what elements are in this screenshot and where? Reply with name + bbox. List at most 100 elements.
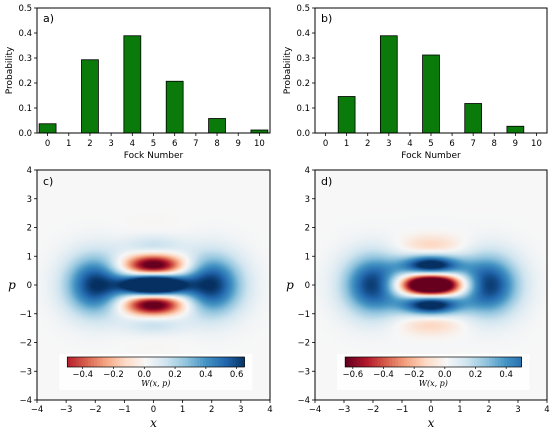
x-tick-label: 3 bbox=[238, 405, 243, 415]
colorbar-segment bbox=[386, 357, 390, 367]
colorbar-segment bbox=[518, 357, 522, 367]
y-axis-label: p bbox=[8, 278, 16, 292]
y-tick-label: −1 bbox=[19, 310, 32, 320]
colorbar-segment bbox=[368, 357, 373, 367]
colorbar-segment bbox=[412, 357, 417, 367]
colorbar-segment bbox=[433, 357, 437, 367]
x-tick-label: −2 bbox=[89, 405, 102, 415]
colorbar-segment bbox=[383, 357, 387, 367]
y-tick-label: 0.1 bbox=[18, 104, 32, 114]
colorbar-segment bbox=[93, 357, 98, 367]
colorbar-segment bbox=[471, 357, 475, 367]
colorbar-segment bbox=[194, 357, 198, 367]
colorbar-segment bbox=[483, 357, 487, 367]
colorbar-segment bbox=[126, 357, 130, 367]
colorbar-segment bbox=[158, 357, 163, 367]
colorbar-segment bbox=[400, 357, 405, 367]
x-tick-label: 4 bbox=[407, 139, 412, 149]
x-tick-label: 4 bbox=[130, 139, 135, 149]
x-tick-label: 8 bbox=[214, 139, 219, 149]
colorbar-segment bbox=[67, 357, 71, 367]
colorbar-segment bbox=[167, 357, 172, 367]
colorbar-segment bbox=[348, 357, 352, 367]
y-tick-label: 1 bbox=[305, 252, 310, 262]
colorbar-segment bbox=[359, 357, 364, 367]
colorbar-segment bbox=[436, 357, 440, 367]
colorbar-segment bbox=[108, 357, 113, 367]
colorbar-segment bbox=[129, 357, 133, 367]
colorbar-segment bbox=[430, 357, 434, 367]
colorbar-segment bbox=[214, 357, 219, 367]
x-tick-label: 6 bbox=[449, 139, 454, 149]
x-tick-label: 0 bbox=[151, 405, 156, 415]
colorbar-segment bbox=[492, 357, 496, 367]
colorbar-segment bbox=[200, 357, 204, 367]
x-tick-label: 0 bbox=[45, 139, 50, 149]
colorbar-segment bbox=[415, 357, 420, 367]
colorbar-segment bbox=[380, 357, 384, 367]
bar bbox=[506, 125, 525, 134]
x-tick-label: 6 bbox=[172, 139, 177, 149]
bar bbox=[165, 80, 184, 134]
y-tick-label: 4 bbox=[27, 166, 32, 176]
colorbar-segment bbox=[191, 357, 195, 367]
y-axis-label: p bbox=[286, 278, 294, 292]
colorbar-segment bbox=[155, 357, 160, 367]
colorbar-segment bbox=[197, 357, 201, 367]
colorbar-segment bbox=[509, 357, 514, 367]
colorbar-segment bbox=[70, 357, 74, 367]
colorbar-segment bbox=[84, 357, 89, 367]
colorbar-segment bbox=[462, 357, 467, 367]
colorbar-segment bbox=[238, 357, 242, 367]
colorbar-segment bbox=[480, 357, 484, 367]
colorbar-segment bbox=[421, 357, 426, 367]
colorbar-segment bbox=[374, 357, 378, 367]
colorbar-segment bbox=[170, 357, 175, 367]
colorbar-segment bbox=[114, 357, 118, 367]
x-tick-label: 5 bbox=[151, 139, 156, 149]
colorbar-segment bbox=[206, 357, 210, 367]
colorbar-segment bbox=[82, 357, 86, 367]
colorbar-segment bbox=[450, 357, 455, 367]
colorbar-segment bbox=[223, 357, 228, 367]
colorbar-segment bbox=[96, 357, 101, 367]
colorbar-segment bbox=[102, 357, 107, 367]
colorbar-segment bbox=[90, 357, 95, 367]
colorbar-segment bbox=[365, 357, 370, 367]
colorbar-segment bbox=[149, 357, 154, 367]
colorbar-segment bbox=[235, 357, 239, 367]
colorbar-tick-label: −0.4 bbox=[373, 370, 394, 380]
x-tick-label: 2 bbox=[209, 405, 214, 415]
colorbar-segment bbox=[424, 357, 428, 367]
x-tick-label: −4 bbox=[31, 405, 44, 415]
colorbar-tick-label: 0.6 bbox=[230, 370, 244, 380]
colorbar-segment bbox=[418, 357, 423, 367]
bar bbox=[422, 54, 440, 134]
colorbar-segment bbox=[356, 357, 361, 367]
colorbar-segment bbox=[76, 357, 80, 367]
y-tick-label: 0.0 bbox=[296, 129, 310, 139]
y-tick-label: 3 bbox=[305, 195, 310, 205]
colorbar-segment bbox=[176, 357, 180, 367]
colorbar-segment bbox=[495, 357, 499, 367]
x-tick-label: 7 bbox=[193, 139, 198, 149]
x-axis-label: x bbox=[150, 416, 157, 430]
x-tick-label: 1 bbox=[180, 405, 185, 415]
x-tick-label: 3 bbox=[515, 405, 520, 415]
colorbar-label: W(x, p) bbox=[419, 379, 448, 388]
x-tick-label: 2 bbox=[87, 139, 92, 149]
bar bbox=[123, 35, 142, 134]
bar-chart-a: 0 1 2 3 4 5 6 7 8 9 10 0.0 0.1 0.2 0.3 0.4 0.5 Fock Numbe… bbox=[5, 4, 271, 161]
x-tick-label: 3 bbox=[108, 139, 113, 149]
colorbar-segment bbox=[132, 357, 136, 367]
x-tick-label: 3 bbox=[386, 139, 391, 149]
colorbar-segment bbox=[117, 357, 121, 367]
x-tick-label: 1 bbox=[66, 139, 71, 149]
colorbar-segment bbox=[135, 357, 139, 367]
panel-label: d) bbox=[321, 175, 332, 188]
colorbar-segment bbox=[506, 357, 511, 367]
colorbar-segment bbox=[406, 357, 411, 367]
colorbar-tick-label: 0.4 bbox=[199, 370, 213, 380]
x-tick-label: 0 bbox=[323, 139, 328, 149]
colorbar-segment bbox=[173, 357, 177, 367]
